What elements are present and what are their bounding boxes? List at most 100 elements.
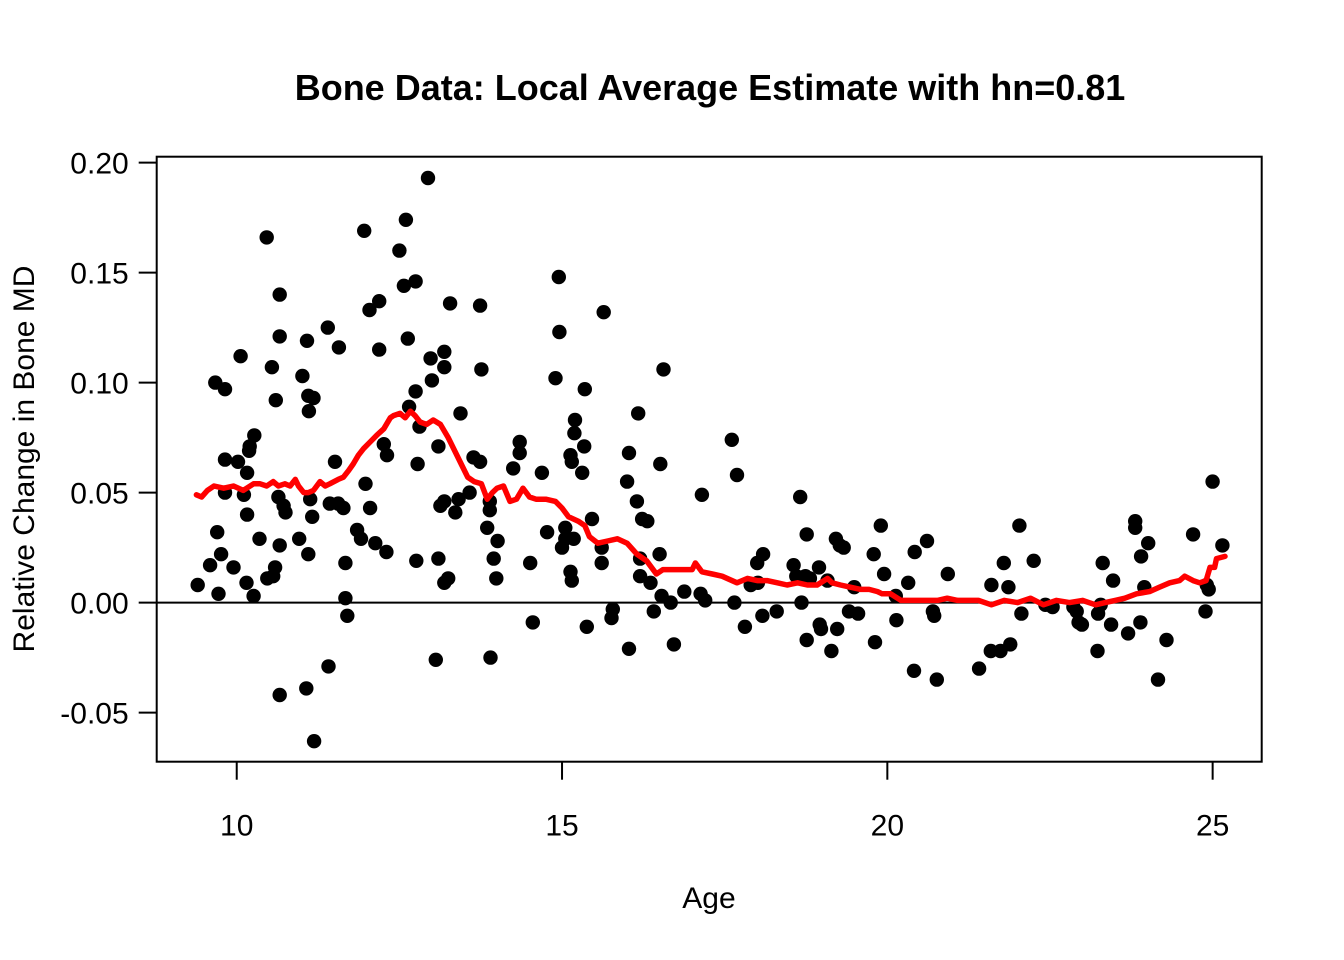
data-point: [398, 212, 414, 227]
data-point: [190, 577, 205, 593]
data-point: [984, 577, 999, 593]
data-point: [428, 652, 443, 667]
data-point: [873, 518, 888, 533]
data-point: [755, 608, 770, 623]
data-point: [299, 681, 314, 696]
data-point: [336, 500, 351, 516]
data-point: [299, 333, 315, 348]
data-point: [729, 467, 745, 483]
data-point: [246, 588, 261, 604]
data-point: [230, 454, 246, 469]
data-point: [646, 604, 661, 619]
data-point: [755, 547, 771, 562]
data-point: [512, 434, 527, 450]
data-point: [629, 494, 645, 509]
data-point: [564, 573, 579, 588]
data-point: [437, 344, 452, 359]
x-axis-label: Age: [682, 882, 735, 915]
data-point: [320, 320, 335, 335]
data-point: [596, 305, 611, 320]
data-point: [525, 615, 540, 630]
data-point: [698, 593, 713, 608]
data-point: [490, 533, 505, 549]
data-point: [523, 555, 538, 571]
data-point: [242, 439, 257, 454]
data-point: [866, 547, 881, 562]
data-point: [482, 503, 497, 518]
data-point: [1014, 606, 1029, 621]
data-point: [1074, 617, 1090, 632]
data-point: [376, 437, 391, 452]
data-point: [211, 586, 226, 601]
data-point: [272, 329, 287, 344]
data-point: [539, 525, 555, 540]
data-point: [486, 551, 501, 566]
data-point: [799, 632, 814, 648]
data-point: [876, 566, 892, 582]
data-point: [575, 465, 590, 480]
data-point: [694, 487, 710, 502]
data-point: [1215, 538, 1230, 553]
data-point: [927, 608, 942, 623]
data-point: [836, 540, 851, 555]
data-point: [632, 569, 648, 584]
data-point: [1001, 580, 1016, 595]
data-point: [489, 571, 504, 586]
x-tick-label: 25: [1196, 810, 1229, 843]
y-tick-label: 0.05: [70, 478, 128, 511]
data-point: [1185, 527, 1201, 542]
data-point: [400, 331, 415, 346]
data-point: [640, 514, 655, 529]
data-point: [811, 560, 827, 575]
data-point: [340, 608, 355, 623]
data-point: [451, 492, 466, 507]
data-point: [442, 296, 458, 311]
data-point: [1090, 643, 1105, 659]
plot-area: 10 15 20 25 -0.05 0.00 0.05 0.10 0.15 0.20: [60, 148, 1263, 843]
data-point: [379, 448, 395, 463]
data-point: [392, 243, 407, 258]
data-point: [437, 494, 452, 509]
data-point: [1003, 637, 1018, 652]
data-point: [480, 520, 495, 535]
data-point: [338, 555, 353, 571]
data-point: [358, 476, 373, 491]
data-point: [410, 456, 425, 472]
data-point: [233, 349, 248, 364]
data-point: [305, 509, 320, 524]
data-point: [534, 465, 550, 480]
data-point: [472, 454, 488, 469]
data-point: [1141, 536, 1156, 551]
data-point: [621, 641, 637, 656]
data-point: [786, 558, 801, 573]
data-point: [799, 527, 814, 542]
data-point: [824, 643, 839, 659]
data-point: [631, 406, 646, 421]
data-point: [217, 382, 233, 397]
data-point: [1128, 520, 1143, 535]
data-point: [1105, 573, 1121, 588]
data-point: [472, 298, 488, 313]
data-point: [327, 454, 343, 469]
data-point: [1120, 626, 1136, 641]
data-point: [437, 360, 452, 375]
data-point: [663, 595, 678, 610]
data-point: [306, 390, 321, 406]
data-point: [1198, 604, 1213, 619]
data-point: [929, 672, 944, 687]
data-point: [564, 454, 579, 469]
data-point: [217, 452, 233, 467]
data-point: [724, 432, 739, 447]
data-point: [423, 351, 438, 366]
y-tick-label: 0.20: [70, 148, 128, 181]
data-point: [906, 663, 922, 678]
data-point: [292, 531, 307, 546]
data-point: [431, 439, 446, 454]
data-point: [408, 384, 423, 399]
data-point: [483, 650, 498, 665]
data-point: [396, 278, 412, 293]
data-point: [558, 520, 573, 535]
data-point: [431, 551, 446, 566]
data-point: [1150, 672, 1166, 687]
